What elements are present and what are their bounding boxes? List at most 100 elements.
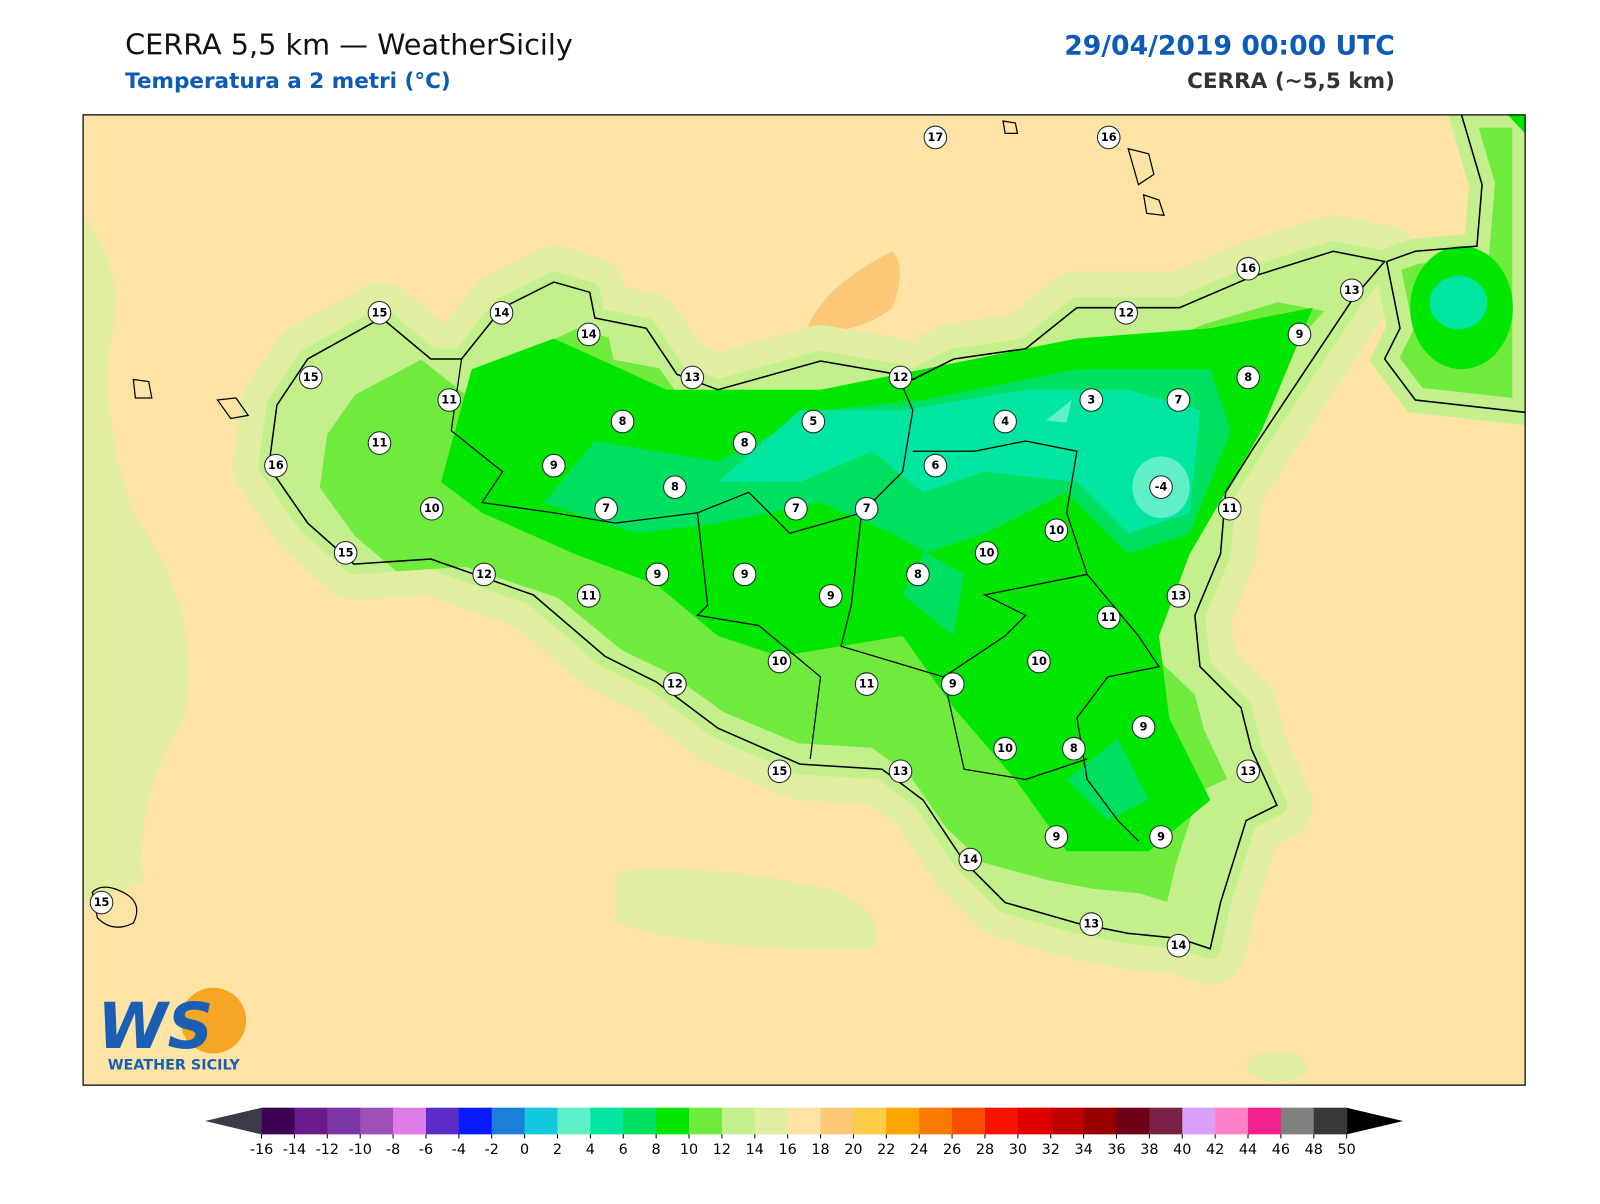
station-marker xyxy=(767,649,792,674)
station-value: 9 xyxy=(1157,830,1165,843)
station-marker xyxy=(767,759,792,784)
station-marker xyxy=(1217,496,1242,521)
station-marker xyxy=(818,584,843,608)
colorbar-tick-label: 36 xyxy=(1107,1142,1125,1158)
station-value: 11 xyxy=(372,437,388,450)
colorbar-under xyxy=(205,1107,262,1135)
station-value: 9 xyxy=(949,678,957,691)
colorbar-tick-label: 42 xyxy=(1206,1142,1224,1158)
colorbar-segment xyxy=(623,1107,657,1135)
station-marker xyxy=(941,672,965,696)
station-value: 8 xyxy=(1070,742,1078,755)
colorbar-segment xyxy=(1280,1107,1315,1135)
station-value: 11 xyxy=(581,589,597,602)
colorbar-tick-label: 34 xyxy=(1074,1142,1092,1158)
logo-name: WEATHER SICILY xyxy=(108,1058,241,1074)
station-marker xyxy=(993,736,1017,761)
colorbar-segment xyxy=(853,1107,887,1135)
colorbar-tick-label: -4 xyxy=(452,1142,466,1158)
colorbar-tick-label: 24 xyxy=(910,1142,928,1158)
colorbar-segment xyxy=(984,1107,1019,1135)
station-marker xyxy=(1114,301,1138,325)
map-frame xyxy=(82,114,1526,1086)
station-marker xyxy=(784,496,808,521)
station-marker xyxy=(1166,933,1191,958)
station-value: 14 xyxy=(962,853,978,866)
station-value: 8 xyxy=(914,568,922,581)
station-value: 16 xyxy=(1101,131,1117,144)
station-value: 7 xyxy=(792,502,800,515)
station-value: 9 xyxy=(1052,830,1060,843)
station-value: 7 xyxy=(602,502,610,515)
station-marker xyxy=(298,365,323,390)
colorbar-segment xyxy=(360,1107,394,1135)
colorbar-tick-label: 20 xyxy=(844,1142,862,1158)
station-marker xyxy=(1236,759,1260,784)
station-marker xyxy=(610,409,635,434)
logo-mark: WS xyxy=(97,989,213,1063)
station-value: 11 xyxy=(1222,502,1238,515)
station-value: 9 xyxy=(1296,328,1304,341)
station-marker xyxy=(1027,649,1051,674)
date: 29/04/2019 00:00 UTC xyxy=(1064,30,1395,61)
colorbar-segment xyxy=(1083,1107,1118,1135)
station-marker xyxy=(1062,736,1086,761)
station-marker xyxy=(1339,278,1364,303)
colorbar-tick-label: 16 xyxy=(779,1142,797,1158)
colorbar-segment xyxy=(425,1107,460,1135)
station-marker xyxy=(1131,715,1156,739)
colorbar-tick-label: 22 xyxy=(877,1142,895,1158)
station-marker xyxy=(801,409,826,434)
colorbar-tick-label: 6 xyxy=(619,1142,628,1158)
colorbar-tick-label: 12 xyxy=(713,1142,731,1158)
colorbar-tick-label: 46 xyxy=(1272,1142,1290,1158)
station-marker xyxy=(732,562,757,587)
colorbar-segment xyxy=(524,1107,558,1135)
station-marker xyxy=(645,562,670,587)
station-marker xyxy=(333,541,358,565)
station-marker xyxy=(1236,365,1260,390)
station-marker xyxy=(888,365,913,390)
colorbar-tick-label: 8 xyxy=(652,1142,661,1158)
colorbar-segment xyxy=(261,1107,295,1135)
station-value: 10 xyxy=(1049,524,1065,537)
station-marker xyxy=(1079,388,1104,412)
station-value: 15 xyxy=(94,896,110,909)
station-marker xyxy=(663,672,687,696)
colorbar-tick-label: 50 xyxy=(1338,1142,1356,1158)
station-marker xyxy=(576,584,601,608)
colorbar-segment xyxy=(1149,1107,1183,1135)
colorbar-segment xyxy=(820,1107,854,1135)
colorbar-segment xyxy=(458,1107,493,1135)
colorbar-segment xyxy=(1248,1107,1282,1135)
station-marker xyxy=(732,431,757,455)
colorbar-tick-label: 2 xyxy=(553,1142,562,1158)
colorbar-tick-label: -2 xyxy=(485,1142,499,1158)
colorbar-tick-label: 14 xyxy=(746,1142,764,1158)
station-value: 9 xyxy=(827,589,835,602)
station-value: 4 xyxy=(1001,415,1009,428)
station-marker xyxy=(367,301,392,325)
station-marker xyxy=(437,388,462,412)
colorbar-segment xyxy=(491,1107,526,1135)
colorbar-tick-label: -16 xyxy=(250,1142,273,1158)
colorbar-tick-label: -10 xyxy=(348,1142,371,1158)
colorbar-tick-label: 32 xyxy=(1042,1142,1060,1158)
station-marker xyxy=(663,475,687,499)
colorbar-tick-label: 28 xyxy=(976,1142,994,1158)
station-value: 10 xyxy=(424,502,440,515)
colorbar-segment xyxy=(656,1107,690,1135)
colorbar-segment xyxy=(952,1107,986,1135)
colorbar-tick-label: 26 xyxy=(943,1142,961,1158)
station-marker xyxy=(993,409,1017,434)
station-marker xyxy=(923,453,948,478)
station-marker xyxy=(1287,322,1312,347)
station-value: 8 xyxy=(741,437,749,450)
station-value: 14 xyxy=(1171,939,1187,952)
station-value: 11 xyxy=(441,394,457,407)
station-value: 17 xyxy=(928,131,944,144)
colorbar-tick-label: 0 xyxy=(520,1142,529,1158)
stations: 17 16 16 13 15 14 14 12 9 15 13 12 8 11 3 7 11 8 5 4 8 16 9 6 8 -… xyxy=(89,125,1364,958)
station-value: 13 xyxy=(1171,589,1187,602)
